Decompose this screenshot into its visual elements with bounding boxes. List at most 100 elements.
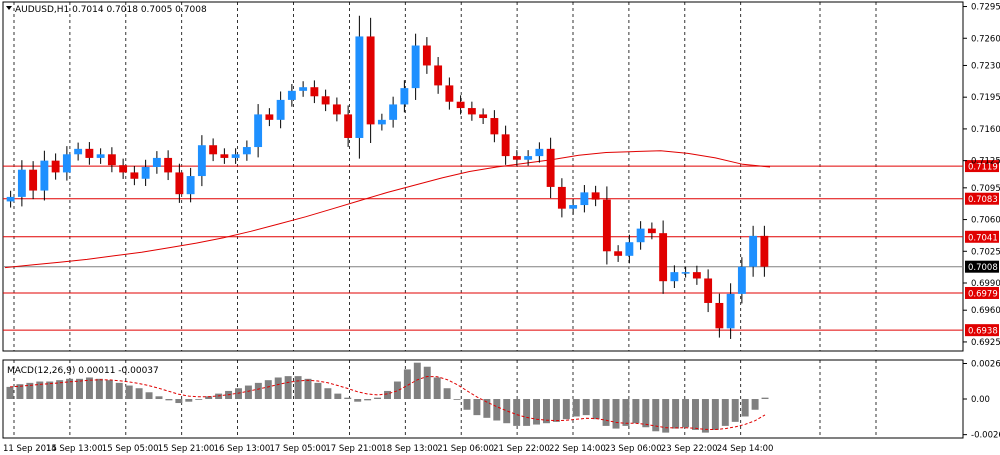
time-tick-label: 15 Sep 21:00 bbox=[158, 444, 215, 454]
level-price-badge bbox=[965, 324, 999, 337]
candle-bear bbox=[29, 169, 38, 191]
macd-bar bbox=[751, 399, 759, 410]
candle-bear bbox=[501, 134, 510, 157]
price-tick-label: 0.7260 bbox=[971, 34, 1000, 44]
macd-bar bbox=[483, 399, 491, 418]
macd-bar bbox=[374, 397, 382, 399]
macd-bar bbox=[115, 382, 123, 399]
candle-bull bbox=[569, 205, 578, 209]
macd-bar bbox=[592, 399, 600, 420]
macd-bar bbox=[493, 399, 501, 421]
level-price-label: 0.6938 bbox=[968, 327, 998, 337]
macd-bar bbox=[205, 396, 213, 399]
macd-bar bbox=[26, 382, 34, 399]
candle-bear bbox=[51, 160, 60, 173]
price-tick-label: 0.7060 bbox=[971, 216, 1000, 226]
candle-bull bbox=[737, 266, 746, 294]
macd-bar bbox=[105, 380, 113, 399]
candle-bull bbox=[17, 169, 26, 197]
macd-bar bbox=[463, 399, 471, 410]
candle-bull bbox=[197, 145, 206, 177]
candle-bull bbox=[40, 160, 49, 191]
macd-bar bbox=[334, 393, 342, 399]
candle-bull bbox=[74, 148, 83, 155]
macd-bar bbox=[513, 399, 521, 426]
candle-bear bbox=[647, 228, 656, 234]
macd-tick-label: -0.00265 bbox=[971, 431, 1000, 441]
candle-bear bbox=[422, 45, 431, 66]
time-tick-label: 22 Sep 14:00 bbox=[549, 444, 606, 454]
price-tick-label: 0.7295 bbox=[971, 3, 1000, 13]
macd-bar bbox=[364, 399, 372, 401]
candle-bull bbox=[152, 157, 161, 167]
macd-bar bbox=[701, 399, 709, 433]
macd-bar bbox=[672, 399, 680, 429]
candle-bear bbox=[512, 156, 521, 160]
candle-bull bbox=[96, 154, 105, 158]
candle-bear bbox=[546, 148, 555, 187]
horizontal-levels: 0.7119 0.7083 0.7041 0.6979 0.6938 0.7008 bbox=[3, 160, 999, 337]
candles bbox=[6, 15, 769, 339]
macd-bar bbox=[443, 388, 451, 399]
candle-bull bbox=[749, 235, 758, 267]
macd-bar bbox=[56, 380, 64, 399]
macd-bar bbox=[46, 381, 54, 399]
level-price-label: 0.7083 bbox=[968, 195, 998, 205]
level-price-badge bbox=[965, 230, 999, 243]
candle-bear bbox=[490, 118, 499, 135]
price-tick-label: 0.6960 bbox=[971, 306, 1000, 316]
macd-bar bbox=[393, 381, 401, 399]
candle-bear bbox=[760, 235, 769, 267]
macd-bar bbox=[175, 399, 183, 404]
macd-bar bbox=[274, 377, 282, 399]
macd-bar bbox=[572, 399, 580, 417]
time-tick-label: 23 Sep 06:00 bbox=[605, 444, 662, 454]
candle-bear bbox=[445, 85, 454, 102]
macd-bar bbox=[612, 399, 620, 429]
price-axis: 0.7295 0.7260 0.7230 0.7195 0.7160 0.7125 0.70… bbox=[963, 3, 1000, 348]
time-tick-label: 21 Sep 06:00 bbox=[437, 444, 494, 454]
candle-bear bbox=[107, 154, 116, 166]
candle-bear bbox=[332, 104, 341, 115]
macd-bar bbox=[125, 385, 133, 399]
time-tick-label: 21 Sep 22:00 bbox=[493, 444, 550, 454]
macd-bar bbox=[324, 388, 332, 399]
macd-bar bbox=[155, 396, 163, 399]
current-price-badge bbox=[965, 260, 999, 273]
time-tick-label: 18 Sep 13:00 bbox=[381, 444, 438, 454]
macd-bar bbox=[503, 399, 511, 424]
candle-bear bbox=[175, 172, 184, 195]
candle-bull bbox=[186, 176, 195, 195]
macd-bar bbox=[652, 399, 660, 432]
ma-line bbox=[4, 150, 771, 269]
candle-bear bbox=[602, 199, 611, 252]
candle-bull bbox=[141, 166, 150, 179]
chart-menu-icon[interactable] bbox=[6, 6, 12, 10]
price-tick-label: 0.7160 bbox=[971, 125, 1000, 135]
candle-bull bbox=[726, 293, 735, 329]
level-price-label: 0.7041 bbox=[968, 233, 998, 243]
macd-bar bbox=[413, 362, 421, 399]
macd-bar bbox=[284, 376, 292, 399]
candle-bull bbox=[6, 196, 15, 202]
macd-bar bbox=[264, 380, 272, 399]
macd-bar bbox=[85, 377, 93, 399]
main-title: AUDUSD,H1 0.7014 0.7018 0.7005 0.7008 bbox=[15, 5, 207, 15]
macd-bar bbox=[711, 399, 719, 430]
candle-bear bbox=[164, 157, 173, 173]
candle-bear bbox=[467, 108, 476, 115]
macd-bar bbox=[384, 390, 391, 399]
candle-bull bbox=[254, 114, 263, 148]
macd-bar bbox=[523, 399, 531, 426]
candle-bull bbox=[580, 192, 589, 206]
macd-bar bbox=[185, 399, 193, 402]
macd-bar bbox=[552, 399, 560, 422]
candle-bear bbox=[130, 172, 139, 179]
candle-bear bbox=[209, 145, 218, 155]
candle-bear bbox=[85, 148, 94, 158]
macd-bar bbox=[314, 382, 322, 399]
macd-bar bbox=[16, 384, 24, 399]
candle-bull bbox=[535, 148, 544, 157]
